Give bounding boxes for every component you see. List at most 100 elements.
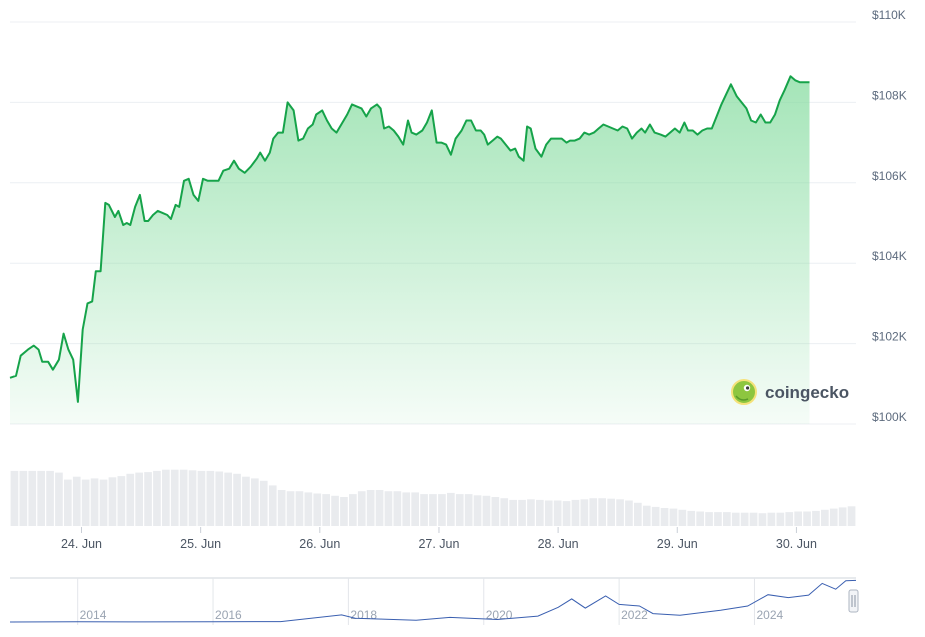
x-axis: 24. Jun 25. Jun 26. Jun 27. Jun 28. Jun 29. J… [61, 527, 817, 551]
volume-bar [580, 499, 589, 526]
volume-bar [28, 470, 37, 526]
x-tick-label: 24. Jun [61, 537, 102, 551]
x-tick-label: 29. Jun [657, 537, 698, 551]
range-navigator[interactable]: 2014 2016 2018 2020 2022 2024 [9, 577, 859, 625]
volume-bar [571, 499, 580, 526]
volume-bar [527, 499, 535, 526]
volume-bar [473, 495, 482, 526]
volume-bar [705, 512, 713, 526]
gecko-logo-icon [731, 379, 757, 405]
y-tick-label: $106K [872, 169, 907, 183]
navigator-tick-label: 2022 [621, 608, 648, 622]
volume-bar [126, 473, 135, 526]
y-tick-label: $102K [872, 330, 907, 344]
navigator-series-line [9, 579, 857, 623]
y-tick-label: $104K [872, 249, 907, 263]
volume-bar [509, 499, 517, 526]
navigator-tick-label: 2018 [350, 608, 377, 622]
volume-bar [749, 512, 758, 526]
volume-bar [829, 508, 838, 526]
coingecko-watermark: coingecko [731, 379, 849, 405]
volume-bar [455, 494, 464, 526]
volume-bar [642, 505, 651, 526]
volume-bar [170, 469, 179, 526]
volume-bar [714, 512, 722, 526]
volume-bar [268, 485, 277, 526]
x-tick-label: 28. Jun [538, 537, 579, 551]
volume-bar [357, 491, 366, 526]
volume-bar [162, 469, 170, 526]
volume-bar [251, 478, 259, 526]
volume-bar [429, 494, 437, 526]
volume-bar [821, 509, 829, 526]
navigator-tick-label: 2014 [80, 608, 107, 622]
x-tick-label: 26. Jun [299, 537, 340, 551]
volume-bar [500, 498, 509, 526]
volume-bar [215, 471, 224, 526]
volume-bar [99, 479, 108, 526]
volume-bar [785, 512, 794, 526]
volume-bar [46, 470, 54, 526]
volume-bar [731, 512, 740, 526]
x-tick-label: 27. Jun [418, 537, 459, 551]
volume-bar [420, 494, 428, 526]
volume-bars [10, 469, 856, 526]
volume-bar [518, 499, 526, 526]
volume-bar [277, 490, 286, 526]
volume-bar [812, 510, 820, 526]
volume-bar [153, 470, 161, 526]
volume-bar [340, 497, 348, 526]
volume-bar [536, 499, 544, 526]
volume-bar [438, 494, 446, 526]
volume-bar [197, 470, 206, 526]
volume-bar [838, 507, 847, 526]
volume-bar [384, 491, 393, 526]
volume-bar [233, 473, 241, 526]
volume-bar [758, 513, 767, 526]
volume-bar [740, 512, 749, 526]
volume-bar [64, 479, 72, 526]
volume-bar [767, 512, 776, 526]
volume-bar [625, 500, 633, 526]
volume-bar [447, 492, 455, 526]
volume-bar [393, 491, 402, 526]
y-tick-label: $110K [872, 8, 906, 22]
navigator-tick-label: 2016 [215, 608, 242, 622]
x-tick-label: 30. Jun [776, 537, 817, 551]
volume-bar [598, 498, 606, 526]
volume-bar [10, 470, 19, 526]
volume-bar [19, 470, 28, 526]
volume-bar [847, 506, 856, 526]
volume-bar [37, 470, 45, 526]
volume-bar [696, 511, 704, 526]
navigator-tick-label: 2020 [486, 608, 513, 622]
volume-bar [776, 512, 785, 526]
volume-bar [669, 508, 678, 526]
volume-bar [135, 472, 143, 526]
volume-bar [402, 492, 411, 526]
volume-bar [295, 491, 304, 526]
volume-bar [206, 470, 215, 526]
volume-bar [72, 476, 81, 526]
volume-bar [286, 491, 295, 526]
volume-bar [117, 476, 126, 526]
navigator-handle[interactable] [848, 589, 859, 613]
volume-bar [322, 494, 330, 526]
volume-bar [179, 469, 188, 526]
coingecko-brand-text: coingecko [765, 383, 849, 402]
volume-bar [687, 510, 696, 526]
y-axis: $100K $102K $104K $106K $108K $110K [872, 8, 907, 424]
volume-bar [803, 511, 811, 526]
volume-bar [660, 508, 669, 526]
volume-bar [331, 495, 339, 526]
volume-bar [304, 492, 313, 526]
volume-bar [651, 506, 660, 526]
volume-bar [259, 480, 268, 526]
volume-bar [108, 477, 117, 526]
volume-bar [81, 479, 90, 526]
volume-bar [366, 490, 375, 526]
volume-bar [616, 499, 624, 526]
price-series-line [9, 75, 810, 403]
y-tick-label: $108K [872, 88, 907, 102]
